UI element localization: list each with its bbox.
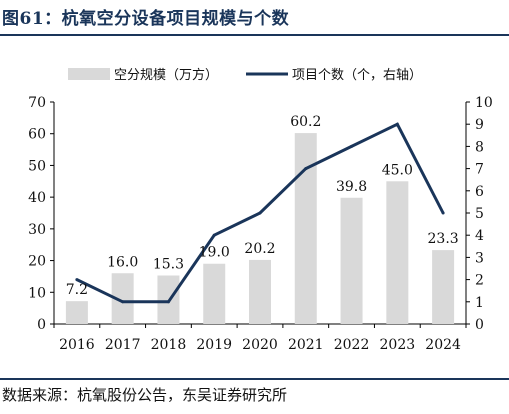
chart-legend: 空分规模（万方） 项目个数（个，右轴） xyxy=(68,67,422,83)
bar xyxy=(340,197,363,324)
right-tick-label: 3 xyxy=(475,250,484,266)
left-tick-label: 70 xyxy=(28,95,46,111)
bar xyxy=(111,273,134,324)
x-tick-label: 2020 xyxy=(242,337,278,353)
x-tick-label: 2022 xyxy=(334,337,370,353)
left-tick-label: 0 xyxy=(37,317,46,333)
chart: 空分规模（万方） 项目个数（个，右轴） 0 10 20 30 40 50 60 70 0 1 2 3 4… xyxy=(28,67,493,353)
x-tick-label: 2023 xyxy=(380,337,416,353)
right-tick-label: 8 xyxy=(475,139,484,155)
source-rule xyxy=(0,378,509,380)
bar xyxy=(65,301,88,324)
legend-bar-label: 空分规模（万方） xyxy=(114,67,218,83)
x-tick-label: 2021 xyxy=(288,337,324,353)
bar-data-label: 23.3 xyxy=(428,231,459,247)
count-point xyxy=(395,122,399,126)
left-tick-label: 10 xyxy=(28,285,46,301)
right-tick-label: 7 xyxy=(475,162,484,178)
bar-data-label: 60.2 xyxy=(290,114,321,130)
right-tick-label: 4 xyxy=(475,228,484,244)
left-tick-label: 30 xyxy=(28,222,46,238)
bar-data-label: 15.3 xyxy=(153,256,184,272)
bar-data-label: 19.0 xyxy=(199,245,230,261)
bar-data-label: 45.0 xyxy=(382,162,413,178)
count-point xyxy=(75,278,79,282)
bar-data-label: 20.2 xyxy=(244,241,275,257)
right-tick-label: 0 xyxy=(475,317,484,333)
figure-title: 图61：杭氧空分设备项目规模与个数 xyxy=(2,9,290,29)
count-point xyxy=(258,211,262,215)
source-note: 数据来源：杭氧股份公告，东吴证券研究所 xyxy=(2,386,288,404)
right-tick-label: 1 xyxy=(475,295,484,311)
left-tick-label: 20 xyxy=(28,254,46,270)
bar xyxy=(386,181,409,324)
x-tick-label: 2018 xyxy=(151,337,187,353)
right-tick-label: 5 xyxy=(475,206,484,222)
legend-bar-swatch xyxy=(68,68,110,80)
bar xyxy=(203,263,226,324)
bar xyxy=(249,259,271,324)
left-tick-label: 60 xyxy=(28,127,46,143)
count-point xyxy=(350,144,354,148)
bar-data-label: 16.0 xyxy=(107,254,138,270)
count-point xyxy=(121,300,125,304)
right-tick-label: 10 xyxy=(475,95,493,111)
bar-data-label: 7.2 xyxy=(66,282,88,298)
x-tick-label: 2016 xyxy=(59,337,95,353)
right-tick-label: 9 xyxy=(475,117,484,133)
count-point xyxy=(166,300,170,304)
title-rule xyxy=(0,34,509,36)
legend-line-label: 项目个数（个，右轴） xyxy=(292,68,422,83)
bar-data-label: 39.8 xyxy=(336,179,367,195)
count-point xyxy=(212,233,216,237)
right-tick-label: 6 xyxy=(475,184,484,200)
bar xyxy=(294,133,317,324)
count-point xyxy=(441,211,445,215)
plot-area: 0 10 20 30 40 50 60 70 0 1 2 3 4 5 6 7 8 9 10 2016 2017 2018 2… xyxy=(28,95,493,353)
bar xyxy=(432,250,455,324)
left-tick-label: 40 xyxy=(28,190,46,206)
x-tick-label: 2017 xyxy=(105,337,141,353)
x-tick-label: 2019 xyxy=(196,337,232,353)
left-tick-label: 50 xyxy=(28,158,46,174)
right-tick-label: 2 xyxy=(475,273,484,289)
count-point xyxy=(304,167,308,171)
x-tick-label: 2024 xyxy=(425,337,461,353)
